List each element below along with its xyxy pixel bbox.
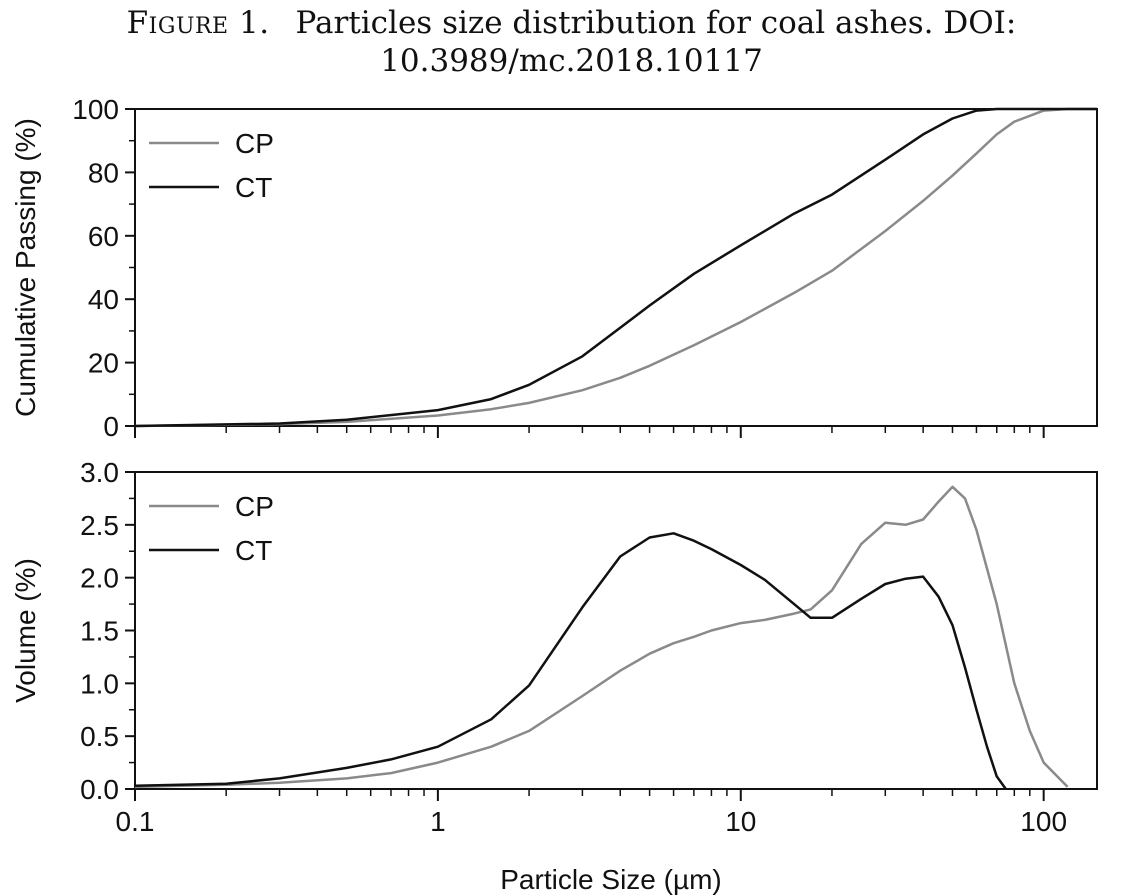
panel-2: 0.0 0.5 1.0 1.5 2.0 2.5 3.0 0.1 1 10 100 Particle S… (10, 457, 1098, 895)
legend-label-cp: CP (235, 128, 274, 159)
y-tick-label: 1.0 (80, 668, 119, 699)
y-tick-label: 2.5 (80, 510, 119, 541)
y-tick-label: 1.5 (80, 616, 119, 647)
x-tick-label: 0.1 (116, 806, 155, 837)
plot-frame (134, 471, 1098, 790)
legend-label-cp: CP (235, 491, 274, 522)
y-tick-label: 100 (72, 94, 119, 125)
y-tick-label: 0 (103, 411, 119, 442)
y-tick-label: 40 (88, 284, 119, 315)
y-tick-label: 2.0 (80, 563, 119, 594)
caption-label: Figure 1. (126, 5, 270, 41)
x-axis-label: Particle Size (µm) (500, 864, 722, 895)
y-axis-label: Cumulative Passing (%) (10, 118, 41, 417)
y-tick-label: 0.5 (80, 721, 119, 752)
series-line-cp (134, 107, 1097, 428)
y-tick-label: 80 (88, 157, 119, 188)
legend-label-ct: CT (235, 535, 272, 566)
series-line-ct (134, 532, 1007, 790)
y-tick-label: 20 (88, 348, 119, 379)
caption-text: Particles size distribution for coal ash… (295, 5, 1017, 79)
y-tick-label: 3.0 (80, 457, 119, 488)
panel-1: 0 20 40 60 80 100 Cumulative Passing (%) CP CT (10, 94, 1098, 442)
y-tick-label: 0.0 (80, 774, 119, 805)
x-tick-label: 100 (1020, 806, 1067, 837)
y-tick-label: 60 (88, 221, 119, 252)
y-axis-label: Volume (%) (10, 558, 41, 703)
series-line-cp (134, 485, 1069, 789)
x-tick-label: 1 (430, 806, 446, 837)
x-tick-label: 10 (725, 806, 756, 837)
series-line-ct (134, 107, 1097, 428)
figure-caption: Figure 1. Particles size distribution for… (0, 4, 1143, 80)
legend-label-ct: CT (235, 172, 272, 203)
